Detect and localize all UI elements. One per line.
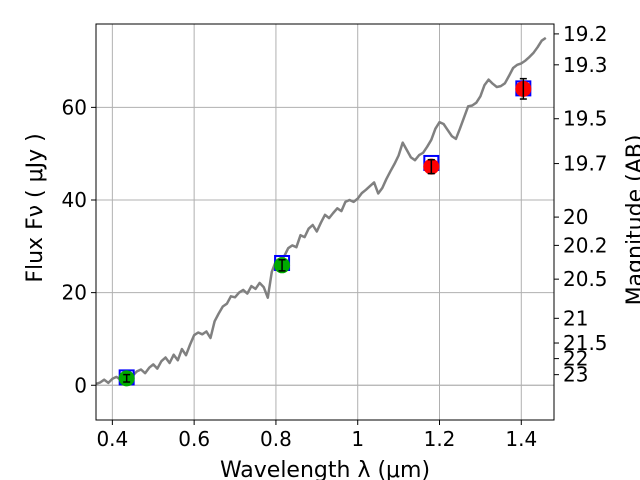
magnitude-tick-label: 22 [563,347,588,371]
magnitude-tick-label: 23 [563,363,588,387]
magnitude-axis-label: Magnitude (AB) [623,135,640,306]
plot-frame [95,23,555,421]
y-tick-label: 60 [62,95,87,119]
x-axis-label: Wavelength λ (μm) [220,458,430,480]
x-tick-label: 0.4 [96,427,128,451]
y-axis: 0 20 40 60 [62,95,96,397]
spectrum-series [95,36,547,386]
photometry-series [118,77,532,387]
x-tick-label: 1.2 [424,427,456,451]
magnitude-tick-label: 19.7 [563,152,608,176]
magnitude-tick-label: 20.2 [563,233,608,257]
magnitude-tick-label: 19.2 [563,22,608,46]
magnitude-tick-label: 20 [563,205,588,229]
x-axis: 0.4 0.6 0.8 1 1.2 1.4 [96,420,537,451]
magnitude-tick-label: 21.5 [563,331,608,355]
spectrum-line [95,36,547,386]
y-tick-label: 0 [74,373,87,397]
x-tick-label: 1 [351,427,364,451]
magnitude-tick-label: 19.5 [563,107,608,131]
magnitude-tick-label: 21 [563,306,588,330]
x-tick-label: 0.8 [260,427,292,451]
x-tick-label: 1.4 [505,427,537,451]
y-tick-label: 40 [62,188,87,212]
magnitude-tick-label: 19.3 [563,53,608,77]
x-tick-label: 0.6 [178,427,210,451]
y-axis-label: Flux Fν ( μJy ) [23,133,48,282]
magnitude-tick-label: 20.5 [563,267,608,291]
y-tick-label: 20 [62,281,87,305]
